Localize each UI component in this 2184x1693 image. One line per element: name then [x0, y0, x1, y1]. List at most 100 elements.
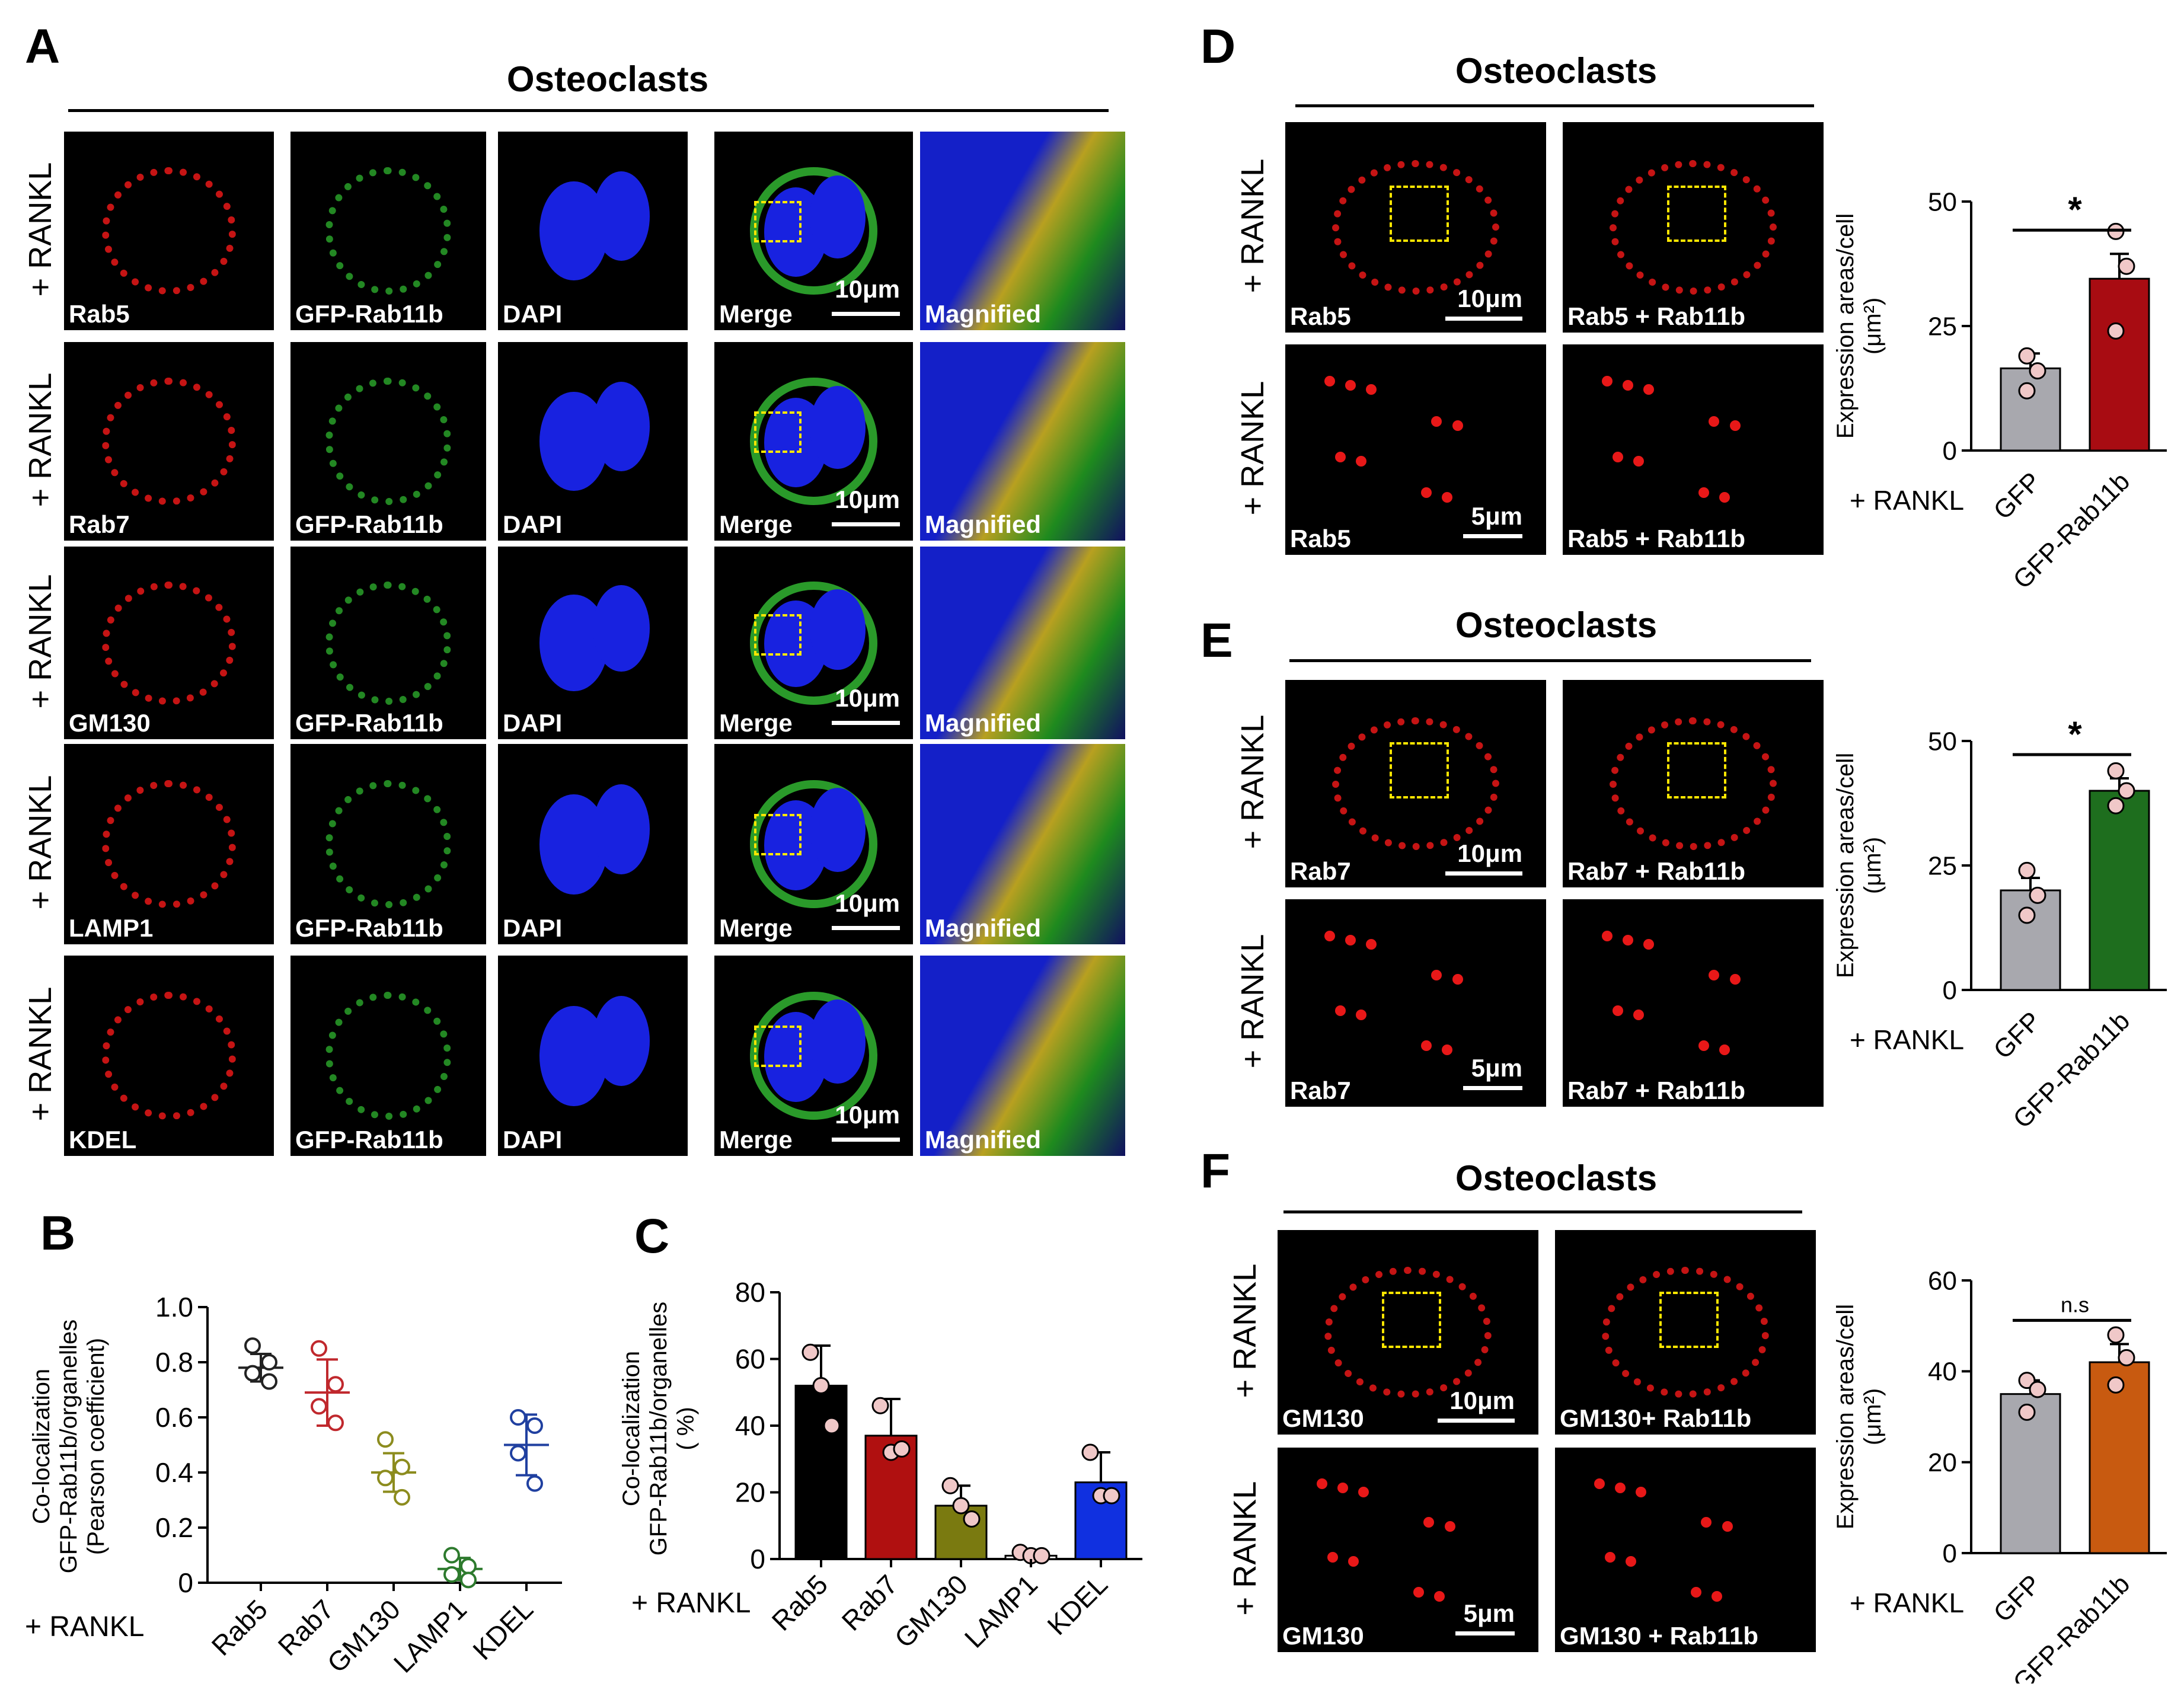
panel-label-a: A [25, 20, 60, 74]
scale-bar-label: 10μm [1457, 839, 1522, 867]
micrograph-tile: Merge 10μm [714, 744, 913, 944]
nucleus [593, 995, 650, 1086]
channel-label: Rab5 + Rab11b [1567, 302, 1745, 330]
cell-ring [101, 780, 237, 909]
data-point [2118, 782, 2135, 800]
panel-e-rule [1289, 659, 1811, 662]
micrograph-tile: Rab5 10μm [1285, 122, 1546, 333]
data-point [377, 1431, 394, 1448]
channel-label: Rab5 [1290, 525, 1351, 552]
channel-label: LAMP1 [69, 914, 154, 942]
puncta [1355, 1009, 1366, 1020]
cell-ring [325, 581, 451, 705]
x-tick-label: GM130 [321, 1593, 406, 1678]
channel-label: KDEL [69, 1126, 137, 1154]
micrograph-tile: GFP-Rab11b [290, 956, 486, 1156]
x-tick-label: Rab5 [766, 1569, 834, 1637]
channel-label: Rab7 [1290, 1077, 1351, 1104]
micrograph-tile: GFP-Rab11b [290, 132, 486, 330]
data-point [1033, 1547, 1051, 1564]
micrograph-tile: GFP-Rab11b [290, 547, 486, 739]
cell-ring [101, 581, 237, 705]
puncta [1623, 934, 1634, 945]
puncta [1636, 1486, 1647, 1497]
puncta [1444, 1521, 1455, 1532]
puncta [1633, 456, 1644, 467]
scale-bar [832, 522, 900, 526]
puncta [1719, 491, 1730, 503]
puncta [1612, 1005, 1623, 1016]
cell-ring [1602, 1267, 1769, 1398]
puncta [1709, 970, 1720, 980]
zoom-box [1667, 185, 1726, 242]
micrograph-tile: Magnified [920, 547, 1125, 739]
cell-ring [325, 780, 451, 909]
puncta [1420, 487, 1432, 499]
y-tick-label: 60 [1928, 1266, 1957, 1295]
bar [2000, 367, 2061, 452]
y-tick-label: 20 [1928, 1448, 1957, 1477]
y-axis-label-line: Expression areas/cell [1832, 1304, 1859, 1529]
y-tick-label: 0.8 [155, 1347, 193, 1378]
micrograph-tile: Merge 10μm [714, 342, 913, 541]
puncta [1431, 970, 1442, 980]
panel-d-title: Osteoclasts [1455, 51, 1658, 91]
data-point [823, 1417, 841, 1435]
bar [934, 1504, 988, 1560]
channel-label: DAPI [503, 300, 563, 328]
micrograph-tile: DAPI [498, 132, 688, 330]
y-tick-label: 0.4 [155, 1457, 193, 1488]
micrograph-tile: Rab7 + Rab11b [1563, 680, 1824, 887]
channel-label: Rab5 + Rab11b [1567, 525, 1745, 552]
chart-b: 0 0.2 0.4 0.6 0.8 1.0 Co-localization GFP-Rab11… [25, 1292, 562, 1679]
micrograph-tile: Rab5 + Rab11b [1563, 344, 1824, 555]
row-label-rankl: + RANKL [23, 162, 58, 296]
significance-label: n.s [2061, 1292, 2089, 1317]
cell-ring [1324, 1267, 1492, 1398]
row-label-rankl: + RANKL [23, 775, 58, 910]
data-point [2029, 886, 2046, 904]
nucleus [593, 784, 650, 874]
micrograph-tile: Merge 10μm [714, 956, 913, 1156]
puncta [1366, 938, 1377, 950]
scale-bar-label: 10μm [835, 889, 900, 917]
puncta [1442, 1044, 1452, 1055]
data-point [893, 1440, 911, 1458]
puncta [1324, 376, 1335, 387]
puncta [1355, 456, 1366, 467]
data-point [2018, 382, 2036, 400]
channel-label: Rab7 + Rab11b [1567, 1077, 1745, 1104]
y-axis-label-line: GFP-Rab11b/organelles [56, 1320, 82, 1573]
x-tick-label: GFP [1988, 1569, 2046, 1628]
data-point [2018, 1372, 2036, 1389]
scale-bar-label: 5μm [1463, 1599, 1515, 1627]
zoom-box [1659, 1291, 1719, 1348]
row-label-rankl: + RANKL [23, 986, 58, 1122]
data-point [2107, 322, 2125, 340]
puncta [1729, 420, 1741, 431]
micrograph-tile: Magnified [920, 956, 1125, 1156]
puncta [1337, 1482, 1349, 1493]
y-tick-label: 20 [735, 1477, 765, 1508]
x-tick-label: LAMP1 [388, 1593, 472, 1678]
data-point [261, 1373, 277, 1390]
micrograph-tile: Rab7 [64, 342, 274, 541]
data-point [510, 1445, 526, 1462]
y-tick-label: 40 [735, 1410, 765, 1441]
channel-label: Rab7 [69, 510, 130, 538]
channel-label: Rab5 [1290, 302, 1351, 330]
puncta [1625, 1555, 1636, 1567]
channel-label: DAPI [503, 510, 563, 538]
y-axis-label-line: (μm²) [1860, 298, 1886, 354]
panel-label-f: F [1200, 1144, 1231, 1198]
data-point [443, 1547, 460, 1564]
puncta [1602, 376, 1613, 387]
micrograph-tile: Rab7 10μm [1285, 680, 1546, 887]
data-point [460, 1571, 477, 1589]
data-point [377, 1470, 394, 1487]
channel-label: Magnified [925, 510, 1041, 538]
nucleus [809, 175, 866, 259]
scale-bar [1438, 1419, 1515, 1423]
zoom-box [1382, 1291, 1441, 1348]
y-axis-label-line: Expression areas/cell [1832, 213, 1859, 439]
